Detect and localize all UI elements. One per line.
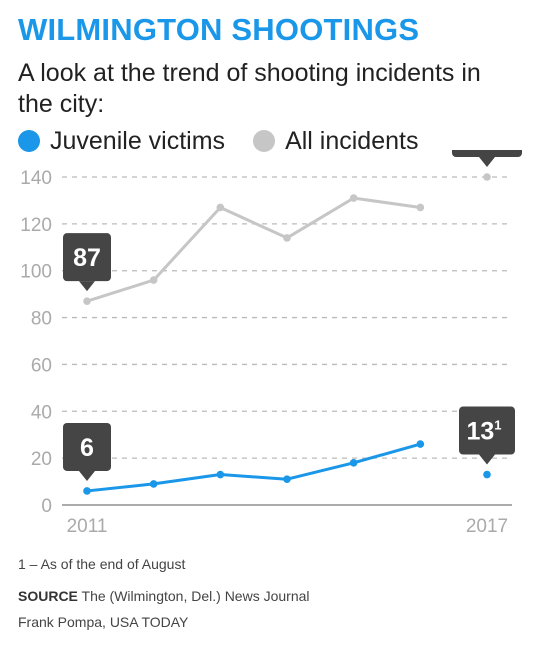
callout-pointer [479,157,495,167]
callout-box [452,150,522,157]
callout-pointer [79,281,95,292]
data-point [83,297,91,305]
data-label: 131 [466,418,501,446]
data-point [483,470,491,479]
data-point [483,173,491,181]
data-point [416,440,425,448]
series-line [85,442,422,493]
y-tick-label: 60 [31,355,52,376]
credit-line: Frank Pompa, USA TODAY [18,614,189,630]
data-point [216,470,225,479]
y-tick-label: 120 [20,215,52,236]
legend-label-all: All incidents [285,126,419,155]
y-tick-label: 20 [31,449,52,470]
page-title: WILMINGTON SHOOTINGS [18,12,420,47]
y-tick-label: 0 [41,496,52,517]
data-point [83,487,91,495]
callout-pointer [79,470,95,481]
data-point [349,459,358,467]
legend-item-all: All incidents [253,127,418,156]
legend-swatch-all [253,130,276,152]
data-point [349,194,358,202]
data-point [216,203,225,212]
data-label: 87 [73,244,101,272]
data-point [283,234,291,242]
data-label: 6 [80,434,94,462]
source-line: SOURCE The (Wilmington, Del.) News Journ… [18,588,310,604]
source-text: The (Wilmington, Del.) News Journal [77,588,310,604]
callout-box [63,233,111,282]
callout-pointer [479,454,495,465]
legend-swatch-juvenile [18,130,40,152]
footnote: 1 – As of the end of August [18,556,186,572]
x-tick-label: 2017 [466,516,508,537]
y-tick-label: 140 [20,168,52,189]
chart-subtitle: A look at the trend of shooting incident… [18,59,481,118]
y-tick-label: 100 [20,262,52,283]
callout-box [63,422,111,471]
y-tick-label: 80 [31,309,52,330]
data-point [416,203,425,212]
callout-box [459,406,515,455]
data-point [149,480,158,488]
legend: Juvenile victims All incidents [18,126,446,156]
source-label: SOURCE [18,588,78,604]
legend-item-juvenile: Juvenile victims [18,127,225,156]
x-tick-label: 2011 [67,516,108,537]
data-point [283,475,291,484]
line-chart: 020406080100120140201120178714016131 [20,150,522,537]
series-line [85,196,422,303]
y-tick-label: 40 [31,402,52,423]
data-point [149,276,158,284]
legend-label-juvenile: Juvenile victims [50,126,226,155]
